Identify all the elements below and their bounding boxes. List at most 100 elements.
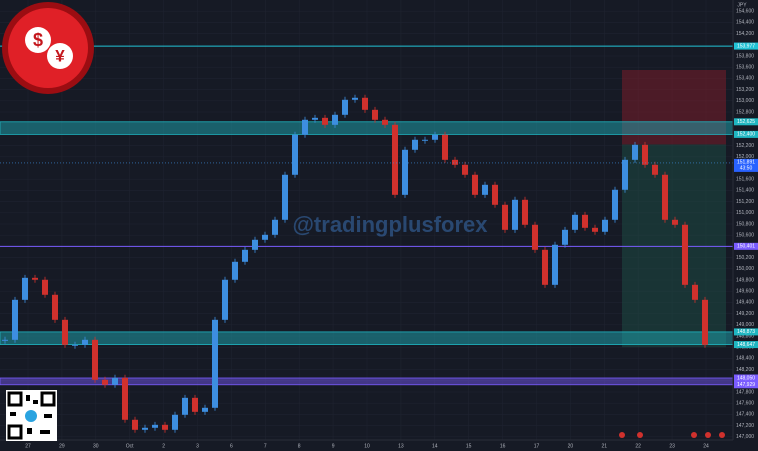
candle (672, 219, 678, 225)
price-tag-label: 147,929 (737, 382, 755, 388)
candle (452, 159, 458, 165)
logo-symbol: $ (33, 30, 43, 50)
event-icon (637, 432, 643, 438)
candle (162, 424, 168, 430)
candle (22, 277, 28, 300)
x-tick-label: 29 (59, 443, 65, 449)
candle (612, 189, 618, 220)
candle (412, 139, 418, 150)
candle (332, 114, 338, 125)
y-tick-label: 153,200 (736, 87, 754, 93)
candle (192, 397, 198, 412)
y-tick-label: 151,200 (736, 199, 754, 205)
price-tag (734, 341, 758, 349)
y-tick-label: 153,600 (736, 65, 754, 71)
candle (572, 214, 578, 230)
candle (472, 174, 478, 195)
candle (12, 299, 18, 340)
candle (102, 379, 108, 385)
candle (622, 159, 628, 190)
x-tick-label: 9 (332, 443, 335, 449)
logo-coin (47, 43, 73, 69)
qr-module (27, 428, 32, 434)
qr-module (26, 395, 30, 401)
x-tick-label: 3 (196, 443, 199, 449)
y-tick-label: 152,000 (736, 154, 754, 160)
price-tag-label: 150,401 (737, 244, 755, 250)
event-icon (705, 432, 711, 438)
x-tick-label: 7 (264, 443, 267, 449)
price-tag-label: 148,647 (737, 342, 755, 348)
candle (212, 319, 218, 408)
candle (602, 219, 608, 232)
y-tick-label: 149,400 (736, 300, 754, 306)
price-tag (734, 374, 758, 382)
x-tick-label: 10 (364, 443, 370, 449)
candle (282, 174, 288, 220)
target-zone (622, 144, 726, 348)
candle (82, 339, 88, 345)
candle (682, 224, 688, 285)
candle (402, 149, 408, 195)
y-tick-label: 151,600 (736, 177, 754, 183)
candle (32, 277, 38, 280)
candle (122, 377, 128, 420)
y-tick-label: 150,200 (736, 255, 754, 261)
qr-code (6, 390, 57, 441)
event-icon (619, 432, 625, 438)
candle (42, 279, 48, 295)
candle (362, 97, 368, 110)
candle (142, 427, 148, 430)
candle (312, 117, 318, 120)
x-tick-label: 30 (93, 443, 99, 449)
y-tick-label: 148,200 (736, 367, 754, 373)
x-tick-label: 13 (398, 443, 404, 449)
y-tick-label: 150,800 (736, 221, 754, 227)
x-tick-label: 21 (602, 443, 608, 449)
candle (2, 339, 8, 341)
candle (382, 119, 388, 125)
price-tag-label: 152,625 (737, 119, 755, 125)
candle (542, 249, 548, 285)
event-icons (619, 432, 725, 438)
qr-module (33, 400, 38, 404)
price-tag-label: 153,977 (737, 43, 755, 49)
y-tick-label: 149,000 (736, 322, 754, 328)
y-tick-label: 153,000 (736, 98, 754, 104)
qr-finder (40, 391, 56, 407)
candle (502, 204, 508, 230)
x-tick-label: 8 (298, 443, 301, 449)
logo: $ ¥ (2, 2, 94, 94)
candle (292, 134, 298, 175)
y-tick-label: 147,200 (736, 423, 754, 429)
candle (432, 134, 438, 140)
x-tick-label: 27 (25, 443, 31, 449)
price-tag (734, 42, 758, 50)
candle (462, 164, 468, 175)
x-tick-label: Oct (126, 443, 134, 449)
candle (272, 219, 278, 235)
price-tag-label: 148,873 (737, 329, 755, 335)
zone (0, 331, 734, 345)
candle (702, 299, 708, 345)
x-tick-label: 23 (669, 443, 675, 449)
y-tick-label: 147,800 (736, 389, 754, 395)
price-tag (734, 328, 758, 336)
candle (552, 244, 558, 285)
candle (322, 117, 328, 125)
candle (182, 397, 188, 415)
y-tick-label: 150,000 (736, 266, 754, 272)
candle (532, 224, 538, 250)
y-tick-label: 154,400 (736, 20, 754, 26)
y-tick-label: 149,600 (736, 289, 754, 295)
candle (242, 249, 248, 262)
y-tick-label: 148,400 (736, 356, 754, 362)
zone (0, 377, 734, 386)
candle (222, 279, 228, 320)
y-tick-label: 151,000 (736, 210, 754, 216)
candle (252, 239, 258, 250)
qr-finder (7, 424, 23, 440)
price-tag-label: 152,400 (737, 132, 755, 138)
y-tick-label: 153,400 (736, 76, 754, 82)
